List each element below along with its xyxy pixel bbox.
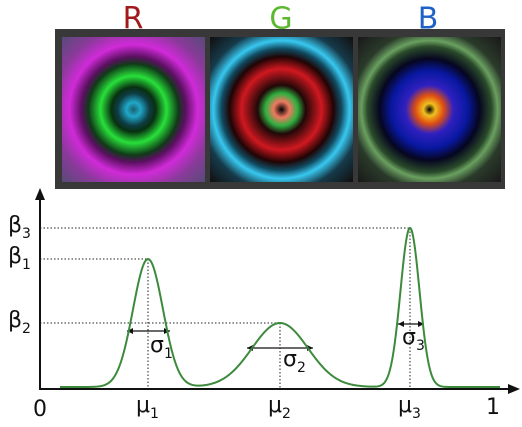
ring-image — [358, 37, 501, 182]
subscript: 1 — [164, 346, 173, 362]
beta-label: β3 — [8, 213, 31, 242]
symbol: β — [8, 213, 22, 238]
x-start-label: 0 — [33, 397, 47, 422]
subscript: 3 — [22, 226, 31, 242]
symbol: β — [8, 308, 22, 333]
subscript: 1 — [150, 406, 159, 422]
sigma-label: σ1 — [150, 333, 173, 362]
arrow-head — [398, 321, 404, 327]
sigma-label: σ3 — [402, 325, 425, 354]
subscript: 3 — [412, 406, 421, 422]
mu-label: μ3 — [398, 393, 421, 422]
subscript: 2 — [297, 360, 306, 376]
mu-label: μ1 — [136, 393, 159, 422]
subscript: 1 — [22, 257, 31, 273]
arrow-head — [127, 328, 133, 334]
symbol: σ — [150, 333, 164, 358]
subscript: 2 — [282, 406, 291, 422]
channel-label: R — [123, 2, 144, 37]
x-end-label: 1 — [486, 395, 500, 420]
arrow-head — [35, 188, 45, 200]
mu-label: μ2 — [268, 393, 291, 422]
symbol: σ — [283, 347, 297, 372]
arrow-head — [508, 384, 520, 394]
subscript: 3 — [416, 338, 425, 354]
beta-label: β2 — [8, 308, 31, 337]
arrow-head — [418, 321, 424, 327]
ring-image — [210, 37, 353, 182]
symbol: μ — [268, 393, 282, 418]
curve — [60, 226, 500, 388]
symbol: β — [8, 244, 22, 269]
ring-image — [62, 37, 205, 182]
channel-label: G — [269, 2, 292, 37]
symbol: μ — [136, 393, 150, 418]
subscript: 2 — [22, 321, 31, 337]
symbol: σ — [402, 325, 416, 350]
sigma-label: σ2 — [283, 347, 306, 376]
channel-label: B — [418, 2, 439, 37]
beta-label: β1 — [8, 244, 31, 273]
symbol: μ — [398, 393, 412, 418]
